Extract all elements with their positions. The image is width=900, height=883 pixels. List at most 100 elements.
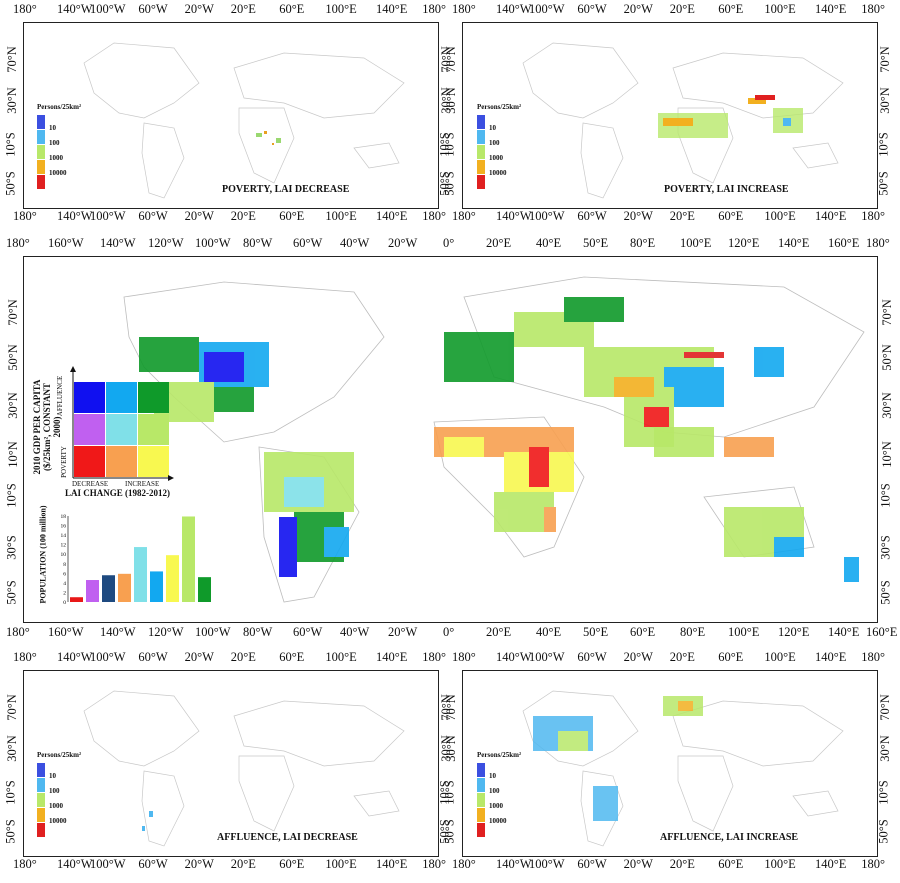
longitude-tick-label: 180° xyxy=(866,236,890,250)
legend-label: 1000 xyxy=(49,802,63,810)
longitude-tick-label: 100°E xyxy=(325,857,357,871)
latitude-tick-label: 30°N xyxy=(443,86,458,114)
y-tick-label: 10 xyxy=(61,552,67,558)
bivariate-cell xyxy=(106,446,137,477)
longitude-tick-label: 60°W xyxy=(138,209,168,223)
longitude-tick-label: 100°W xyxy=(90,650,126,664)
longitude-tick-label: 140°E xyxy=(815,857,847,871)
world-basemap xyxy=(83,42,405,199)
legend-label: 100 xyxy=(489,139,500,147)
panel-title-affluence-increase: AFFLUENCE, LAI INCREASE xyxy=(660,832,799,843)
population-bar xyxy=(182,516,195,602)
longitude-tick-label: 0° xyxy=(443,236,455,250)
bivariate-cell xyxy=(106,414,137,445)
latitude-tick-label: 30°N xyxy=(877,734,892,762)
longitude-tick-label: 20°W xyxy=(623,857,653,871)
bivariate-y-low: POVERTY xyxy=(59,446,68,478)
legend-swatch xyxy=(37,175,45,189)
legend-swatch xyxy=(37,793,45,807)
longitude-tick-label: 100°W xyxy=(529,2,565,16)
longitude-tick-label: 180° xyxy=(452,2,476,16)
longitude-tick-label: 20°W xyxy=(184,857,214,871)
longitude-tick-label: 60°E xyxy=(279,857,305,871)
longitude-tick-label: 160°W xyxy=(48,236,84,250)
density-legend: Persons/25km² 10 100 1000 10000 xyxy=(477,751,521,838)
latitude-tick-label: 50°N xyxy=(5,344,20,371)
longitude-tick-label: 180° xyxy=(13,857,37,871)
longitude-tick-label: 20°W xyxy=(388,236,418,250)
longitude-tick-label: 100°E xyxy=(325,650,357,664)
legend-label: 1000 xyxy=(489,802,503,810)
longitude-tick-label: 180° xyxy=(13,650,37,664)
population-bar xyxy=(118,573,131,602)
bivariate-cell xyxy=(138,382,169,413)
latitude-tick-label: 50°S xyxy=(4,580,19,605)
longitude-tick-label: 100°W xyxy=(90,2,126,16)
longitude-tick-label: 20°W xyxy=(184,650,214,664)
latitude-tick-label: 50°S xyxy=(876,171,891,196)
longitude-tick-label: 60°W xyxy=(293,236,323,250)
y-tick-label: 2 xyxy=(63,590,66,596)
latitude-tick-label: 10°N xyxy=(879,441,894,468)
longitude-tick-label: 20°E xyxy=(230,2,256,16)
latitude-tick-label: 10°S xyxy=(876,780,891,805)
legend-label: 1000 xyxy=(49,154,63,162)
longitude-tick-label: 140°W xyxy=(496,650,532,664)
legend-swatch xyxy=(477,763,485,777)
latitude-tick-label: 50°S xyxy=(442,171,457,196)
y-tick-label: 16 xyxy=(61,524,67,530)
map-panel-poverty-decrease xyxy=(23,22,439,209)
longitude-tick-label: 180° xyxy=(6,625,30,639)
longitude-tick-label: 140°W xyxy=(57,209,93,223)
longitude-tick-label: 60°E xyxy=(279,209,305,223)
legend-title: Persons/25km² xyxy=(37,751,82,759)
latitude-tick-label: 30°N xyxy=(879,392,894,419)
latitude-tick-label: 10°N xyxy=(5,441,20,468)
longitude-tick-label: 140°W xyxy=(100,625,136,639)
longitude-tick-label: 20°E xyxy=(230,857,256,871)
longitude-tick-label: 60°W xyxy=(293,625,323,639)
longitude-tick-label: 100°E xyxy=(764,857,796,871)
longitude-tick-label: 140°W xyxy=(57,857,93,871)
bivariate-x-high: INCREASE xyxy=(125,480,160,488)
longitude-tick-label: 20°E xyxy=(486,236,512,250)
longitude-tick-label: 120°W xyxy=(148,236,184,250)
legend-swatch xyxy=(37,808,45,822)
longitude-tick-label: 140°E xyxy=(828,625,860,639)
longitude-tick-label: 100°W xyxy=(195,236,231,250)
legend-swatch xyxy=(477,823,485,837)
legend-label: 10 xyxy=(49,772,56,780)
longitude-tick-label: 20°E xyxy=(669,650,695,664)
legend-swatch xyxy=(37,130,45,144)
y-tick-label: 8 xyxy=(63,562,66,568)
y-tick-label: 18 xyxy=(61,514,67,520)
y-tick-label: 4 xyxy=(63,581,66,587)
longitude-tick-label: 60°E xyxy=(718,2,744,16)
legend-swatch xyxy=(37,778,45,792)
longitude-tick-label: 100°E xyxy=(764,209,796,223)
longitude-tick-label: 140°W xyxy=(57,650,93,664)
latitude-tick-label: 30°N xyxy=(4,86,19,114)
latitude-tick-label: 30°N xyxy=(443,734,458,762)
longitude-tick-label: 100°E xyxy=(325,2,357,16)
longitude-tick-label: 100°W xyxy=(529,857,565,871)
panel-title-poverty-decrease: POVERTY, LAI DECREASE xyxy=(222,184,350,195)
legend-label: 100 xyxy=(489,787,500,795)
longitude-tick-label: 100°E xyxy=(764,2,796,16)
bivariate-cell xyxy=(74,446,105,477)
longitude-tick-label: 100°W xyxy=(90,857,126,871)
legend-swatch xyxy=(477,793,485,807)
longitude-tick-label: 60°W xyxy=(577,2,607,16)
longitude-tick-label: 100°W xyxy=(529,650,565,664)
legend-label: 1000 xyxy=(489,154,503,162)
legend-title: Persons/25km² xyxy=(477,103,522,111)
legend-swatch xyxy=(477,808,485,822)
longitude-tick-label: 140°E xyxy=(376,650,408,664)
longitude-tick-label: 80°W xyxy=(243,625,273,639)
y-tick-label: 12 xyxy=(61,543,67,549)
latitude-tick-label: 10°S xyxy=(442,780,457,805)
longitude-tick-label: 60°E xyxy=(718,650,744,664)
longitude-tick-label: 20°W xyxy=(388,625,418,639)
longitude-tick-label: 40°E xyxy=(536,625,562,639)
longitude-tick-label: 140°W xyxy=(496,209,532,223)
